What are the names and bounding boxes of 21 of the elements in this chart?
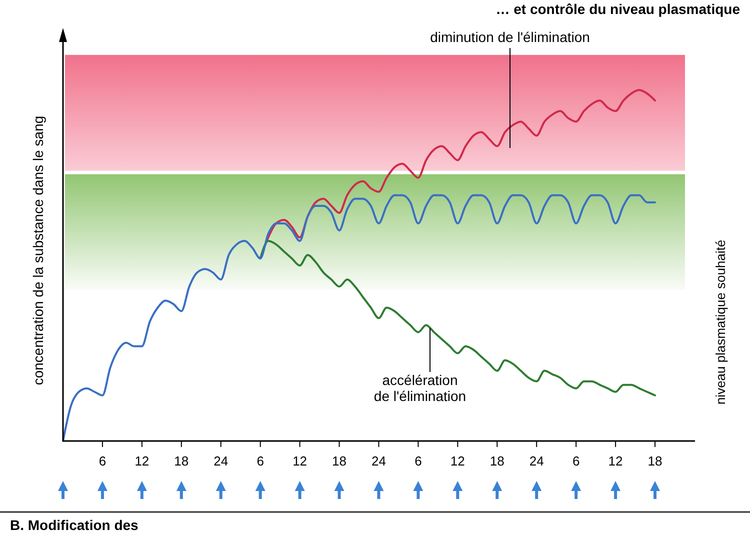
x-tick-label: 18: [332, 454, 346, 469]
x-tick-label: 12: [134, 454, 150, 469]
x-tick-label: 12: [608, 454, 623, 469]
x-tick-label: 24: [529, 454, 544, 469]
x-tick-label: 6: [98, 454, 106, 469]
text: B. Modification des: [10, 517, 139, 533]
x-tick-label: 12: [292, 454, 308, 469]
x-tick-label: 6: [256, 454, 264, 469]
x-tick-label: 6: [414, 454, 422, 469]
x-tick-label: 18: [174, 454, 189, 469]
x-tick-label: 12: [450, 454, 465, 469]
x-tick-label: 6: [572, 454, 580, 469]
x-tick-label: 18: [648, 454, 662, 469]
text: diminution de l'élimination: [430, 29, 590, 45]
x-tick-label: 24: [372, 454, 386, 469]
x-tick-label: 24: [214, 454, 228, 469]
chart-title: … et contrôle du niveau plasmatique: [496, 1, 740, 17]
x-tick-label: 18: [490, 454, 504, 469]
band-label: niveau plasmatique souhaité: [713, 240, 728, 405]
annotation: accélération de l'élimination: [374, 372, 466, 404]
y-axis-title: concentration de la substance dans le sang: [30, 116, 46, 386]
